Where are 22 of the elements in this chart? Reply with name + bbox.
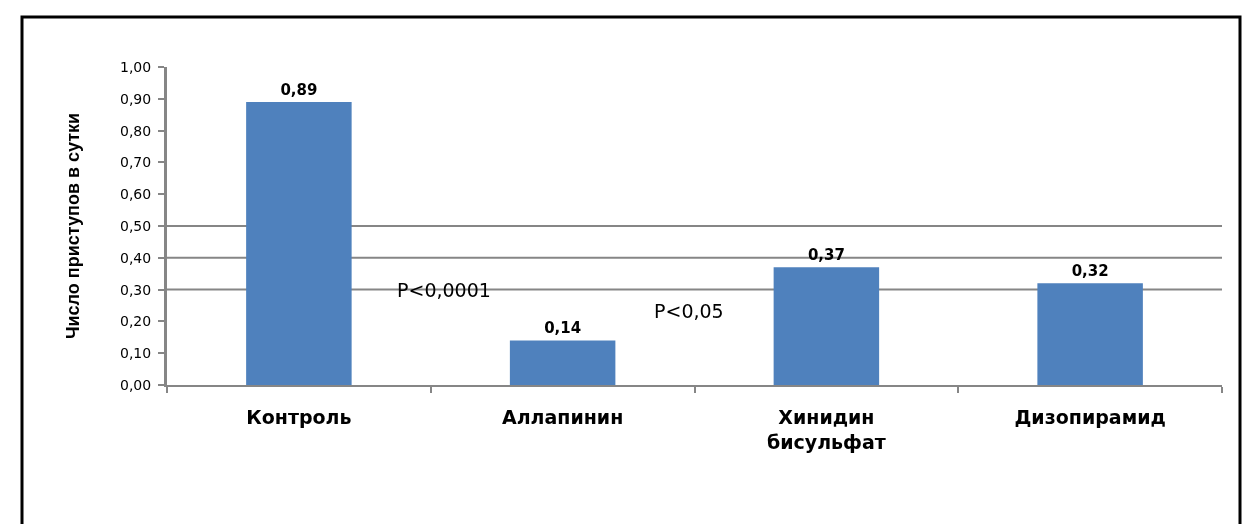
- data-label: 0,89: [280, 80, 318, 99]
- y-tick-label: 0,90: [120, 90, 152, 107]
- y-axis-title: Число приступов в сутки: [63, 112, 84, 340]
- y-tick-label: 0,40: [120, 249, 152, 266]
- x-tick-label: Дизопирамид: [1014, 405, 1166, 428]
- annotation: P<0,0001: [397, 279, 491, 301]
- annotation: P<0,05: [654, 300, 724, 322]
- y-tick-label: 0,20: [120, 313, 152, 330]
- data-label: 0,37: [807, 246, 845, 265]
- data-label: 0,14: [544, 319, 582, 338]
- y-tick-label: 0,50: [120, 217, 152, 234]
- x-tick-label: Аллапинин: [501, 405, 624, 428]
- y-tick-label: 0,00: [120, 376, 152, 393]
- y-tick-label: 0,80: [120, 122, 152, 139]
- y-tick-label: 0,10: [120, 345, 152, 362]
- y-tick-label: 0,70: [120, 154, 152, 171]
- x-tick-label: Контроль: [246, 405, 352, 428]
- y-tick-label: 0,60: [120, 186, 152, 203]
- y-tick-label: 1,00: [120, 58, 152, 75]
- y-tick-label: 0,30: [120, 281, 152, 298]
- data-label: 0,32: [1071, 262, 1109, 281]
- x-tick-label: Хинидин бисульфат: [766, 405, 886, 453]
